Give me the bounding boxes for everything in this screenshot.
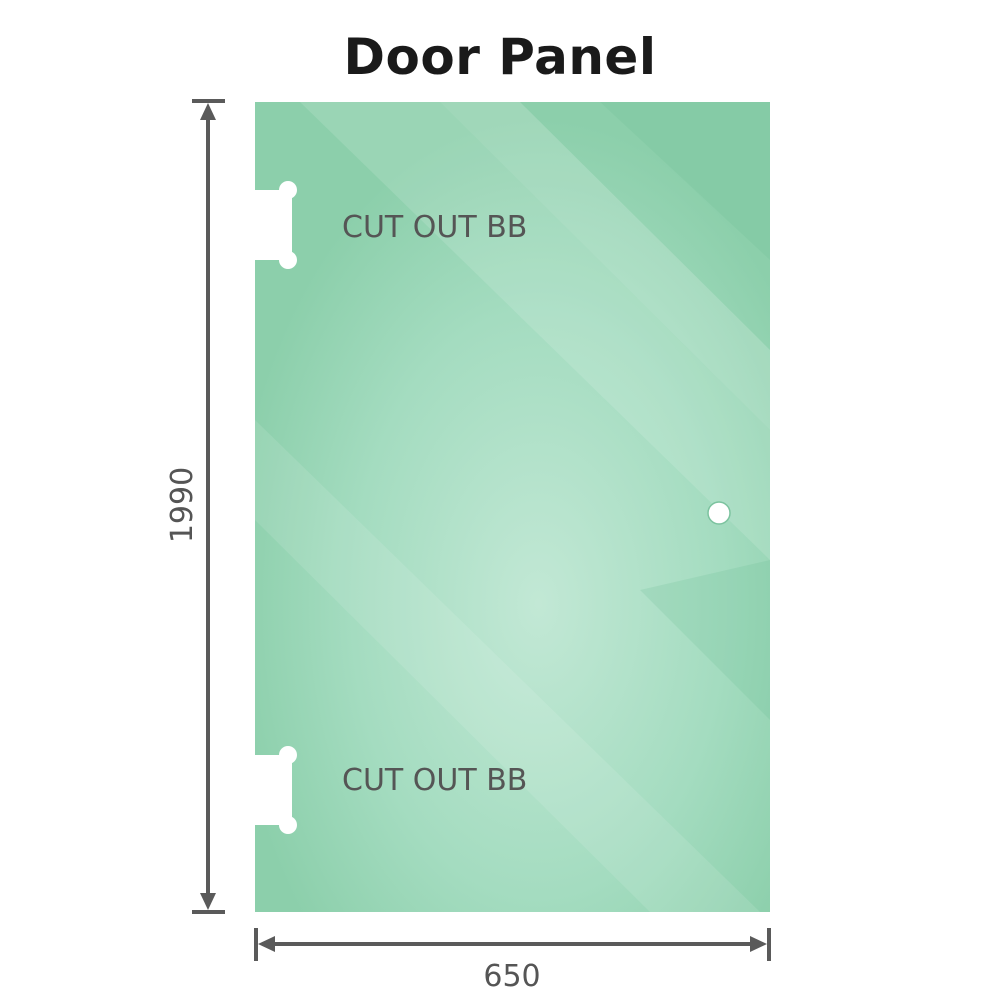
diagram-title: Door Panel — [343, 28, 657, 86]
cutout-label-bottom: CUT OUT BB — [342, 763, 527, 798]
cutout-bottom — [250, 746, 297, 834]
height-label: 1990 — [165, 467, 200, 543]
glass-panel — [255, 102, 770, 912]
cutout-top — [250, 181, 297, 269]
width-label: 650 — [483, 959, 540, 994]
height-dimension-line — [192, 99, 225, 914]
width-dimension-line — [254, 928, 771, 961]
handle-hole — [707, 501, 731, 525]
cutout-label-top: CUT OUT BB — [342, 210, 527, 245]
